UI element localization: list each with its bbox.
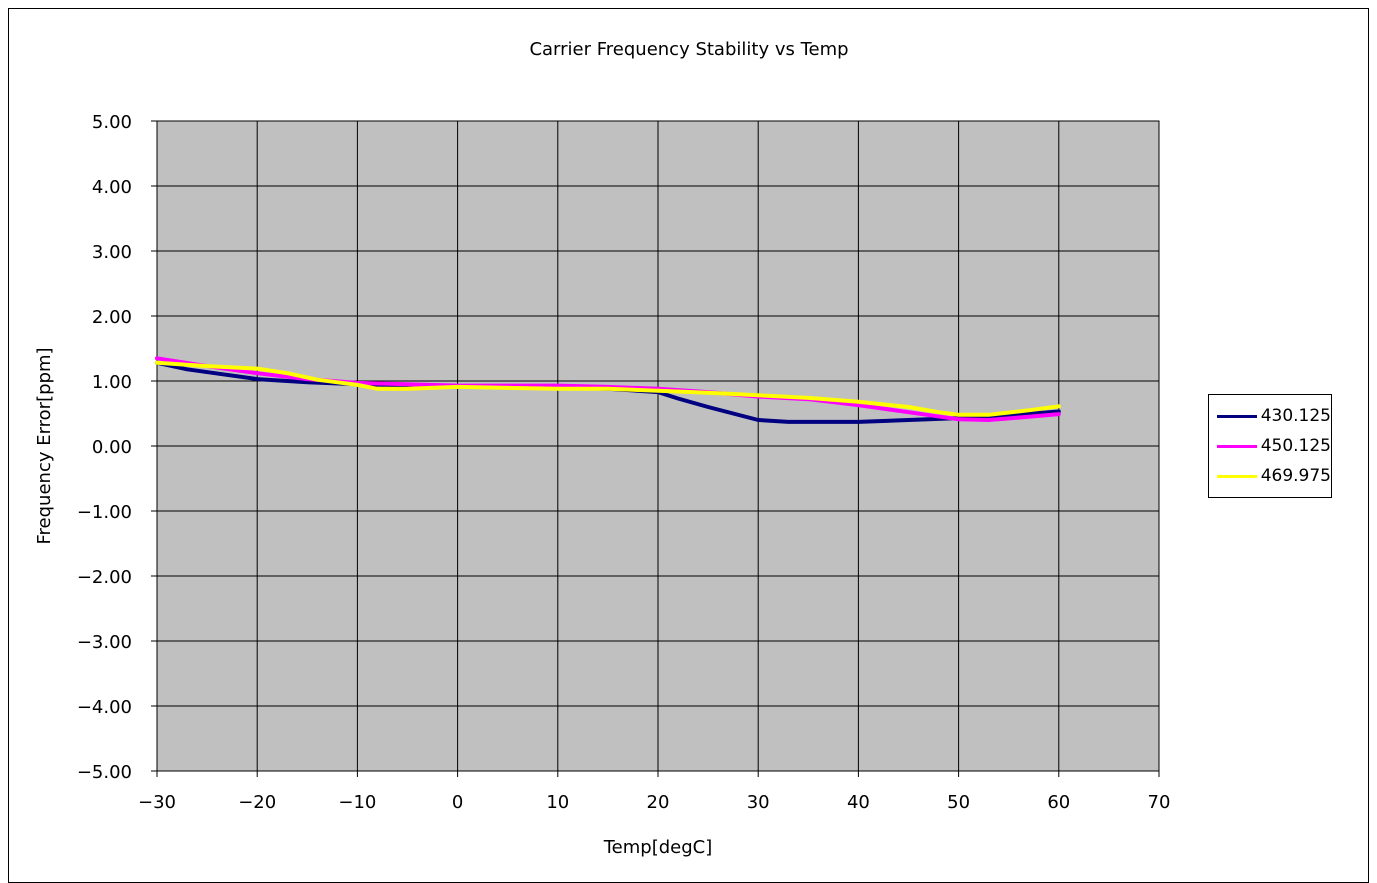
legend-swatch: [1217, 414, 1257, 418]
y-tick-label: 2.00: [92, 307, 132, 328]
x-tick-label: 30: [747, 792, 770, 813]
x-tick-label: −30: [138, 792, 176, 813]
y-tick-label: −3.00: [77, 632, 132, 653]
y-tick-label: 0.00: [92, 437, 132, 458]
legend-item: 430.125: [1209, 401, 1331, 431]
legend-label: 469.975: [1260, 466, 1331, 486]
series-line-469-975: [155, 360, 1061, 417]
legend-item: 450.125: [1209, 431, 1331, 461]
x-tick-label: 20: [647, 792, 670, 813]
legend: 430.125 450.125 469.975: [1208, 394, 1332, 498]
legend-label: 450.125: [1260, 436, 1331, 456]
y-tick-label: −2.00: [77, 567, 132, 588]
y-tick-label: 1.00: [92, 372, 132, 393]
y-tick-label: −5.00: [77, 762, 132, 783]
x-tick-label: −10: [338, 792, 376, 813]
legend-swatch: [1217, 444, 1257, 448]
chart-title: Carrier Frequency Stability vs Temp: [529, 39, 848, 60]
legend-item: 469.975: [1209, 461, 1331, 491]
series-layer: [155, 356, 1061, 424]
tick-layer: −30 −20 −10 0 10 20 30 40 50 60 70 5.00 4.00 3.00 2.00…: [77, 112, 1171, 813]
x-tick-label: 10: [546, 792, 569, 813]
x-tick-label: 40: [847, 792, 870, 813]
y-tick-label: 3.00: [92, 242, 132, 263]
y-tick-label: 5.00: [92, 112, 132, 133]
grid-layer: [156, 120, 1160, 772]
x-tick-label: 50: [947, 792, 970, 813]
x-axis-label: Temp[degC]: [603, 837, 713, 858]
legend-swatch: [1217, 474, 1257, 478]
x-tick-label: 60: [1047, 792, 1070, 813]
y-tick-label: 4.00: [92, 177, 132, 198]
y-axis-label: Frequency Error[ppm]: [34, 347, 55, 544]
y-tick-label: −4.00: [77, 697, 132, 718]
x-tick-label: 0: [452, 792, 463, 813]
legend-label: 430.125: [1260, 406, 1331, 426]
y-tick-label: −1.00: [77, 502, 132, 523]
x-tick-label: 70: [1148, 792, 1171, 813]
x-tick-label: −20: [238, 792, 276, 813]
